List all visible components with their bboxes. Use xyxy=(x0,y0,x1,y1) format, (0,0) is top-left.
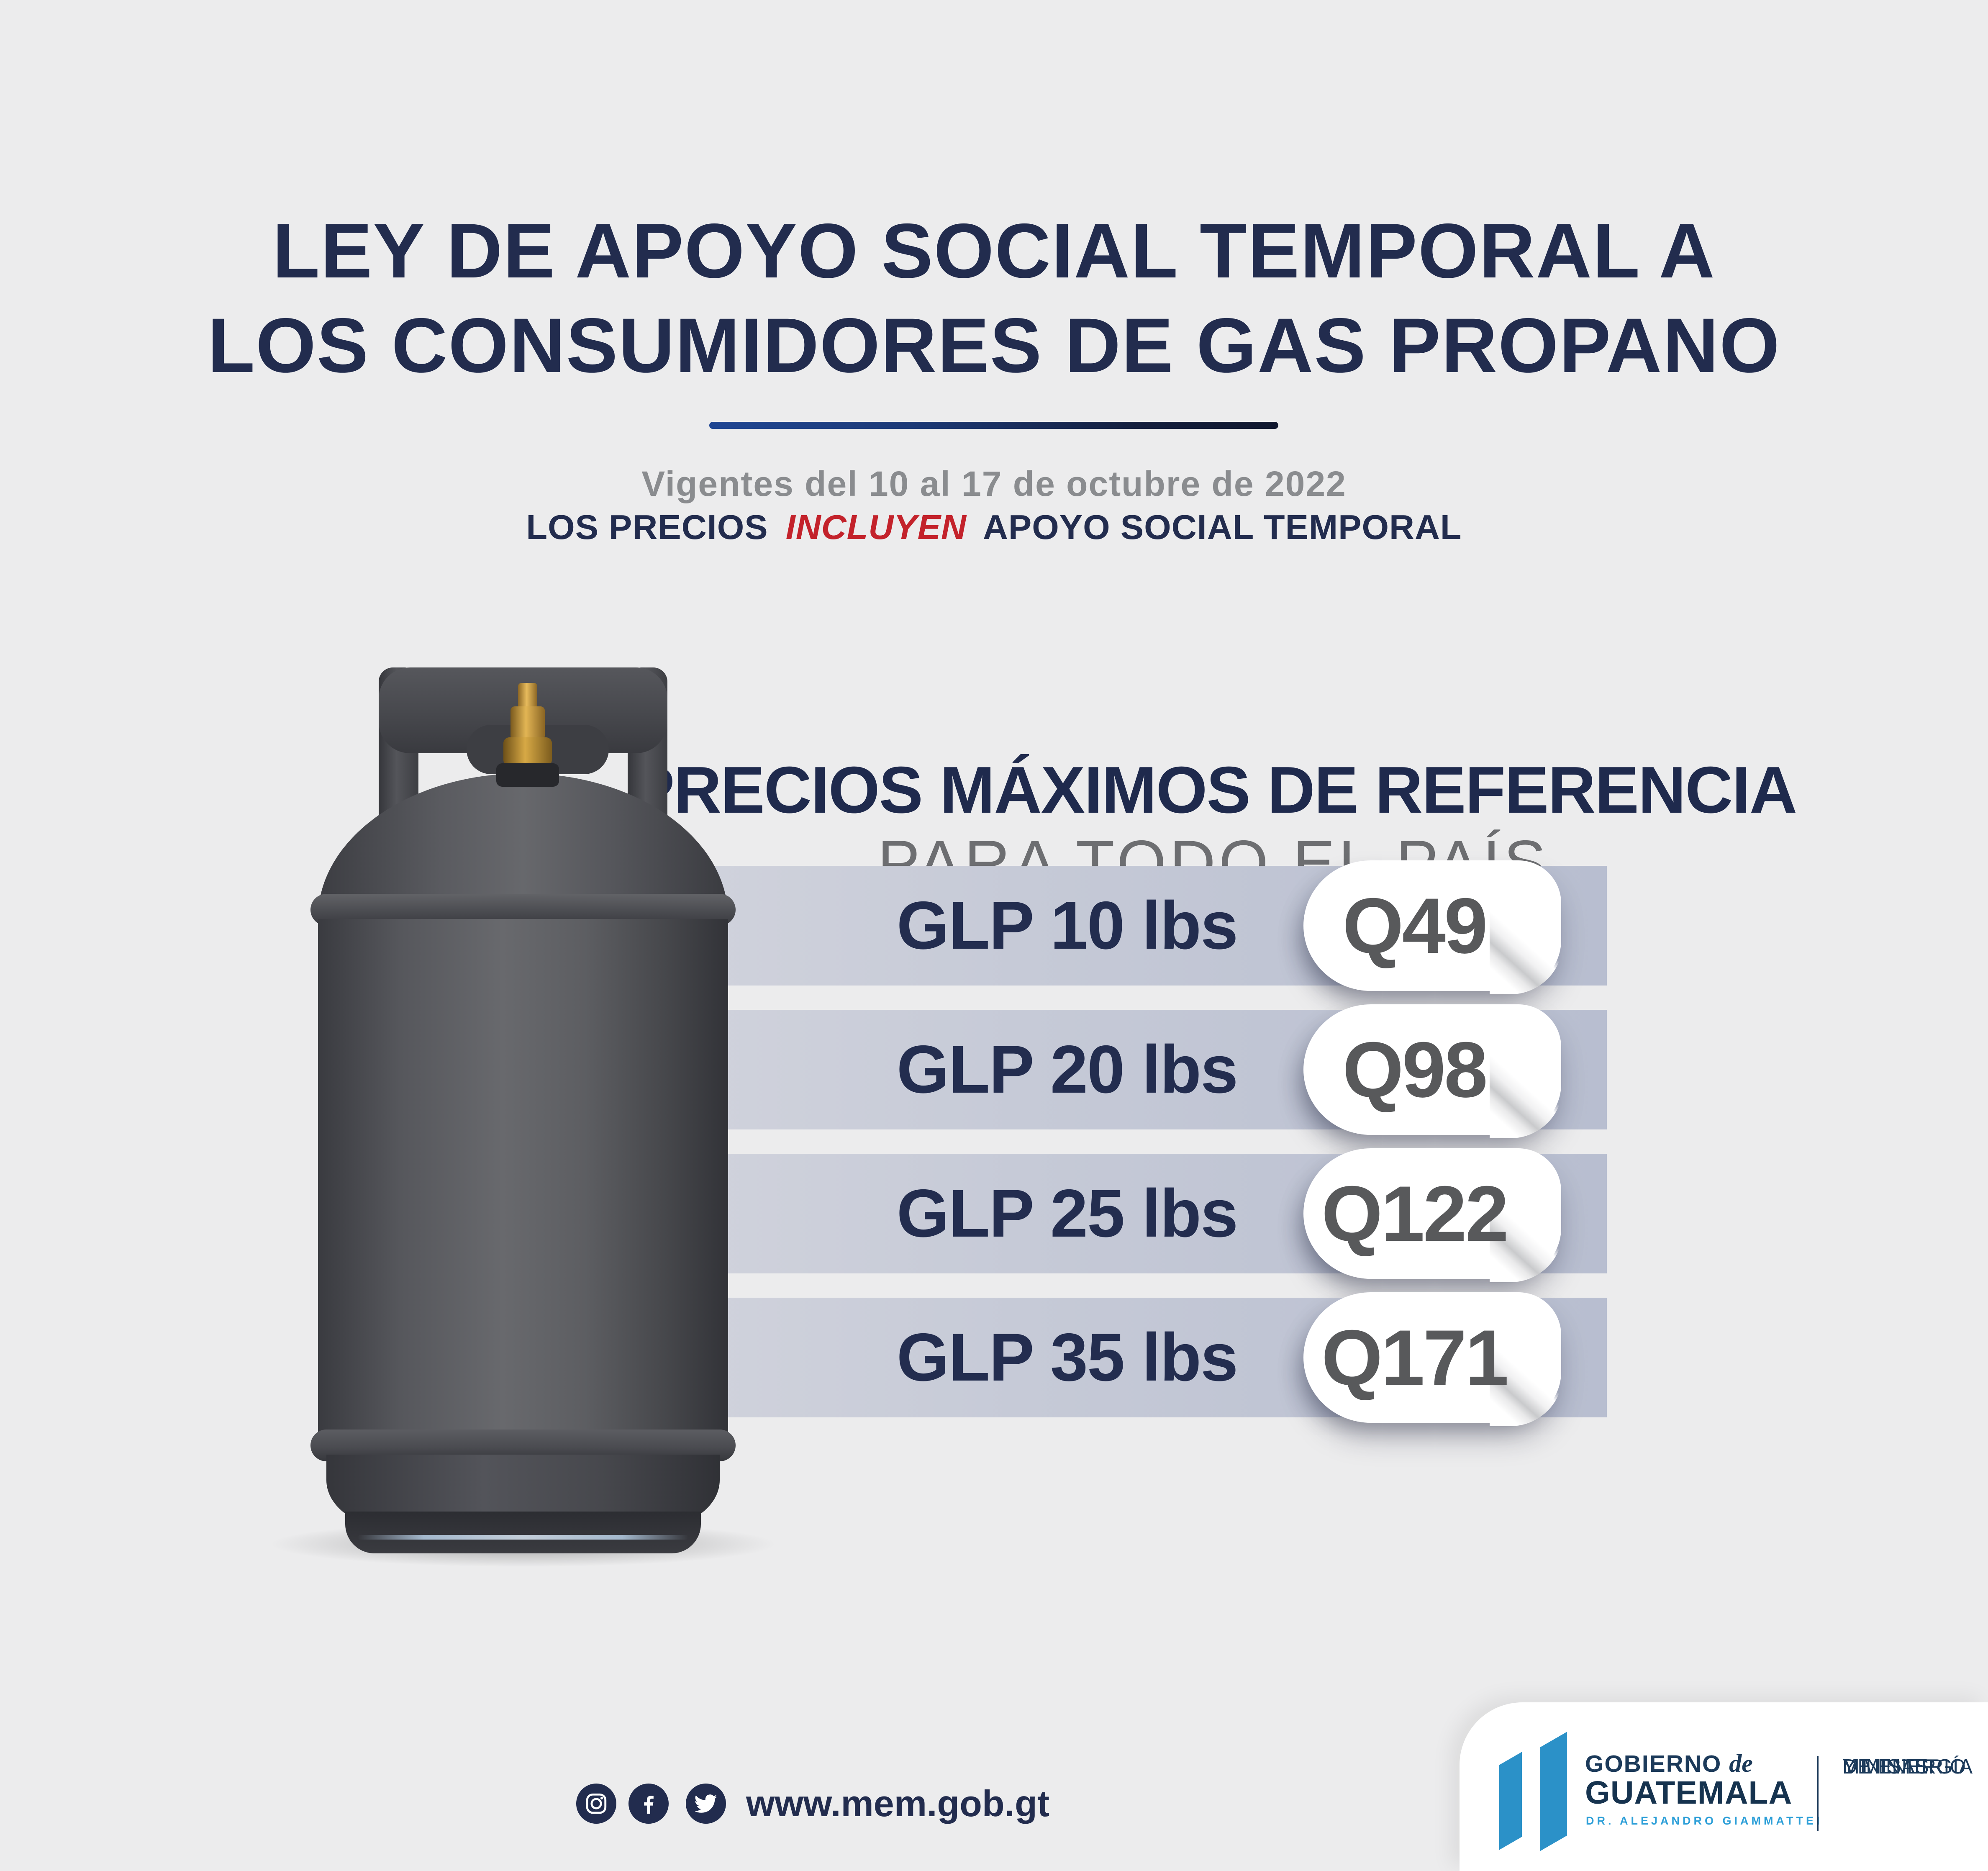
price-badge: Q98 xyxy=(1303,1004,1563,1138)
de-text: de xyxy=(1729,1750,1753,1777)
price-badge: Q49 xyxy=(1303,860,1563,994)
gobierno-text: GOBIERNO xyxy=(1585,1750,1729,1777)
propane-cylinder-illustration xyxy=(268,661,778,1567)
price-note-suffix: APOYO SOCIAL TEMPORAL xyxy=(982,508,1462,547)
ministry-line3: Y MINAS xyxy=(1842,1756,1929,1778)
cylinder-valve-nut xyxy=(503,737,552,766)
gobierno-de-label: GOBIERNO de xyxy=(1585,1749,1819,1778)
cylinder-valve-stem xyxy=(510,706,545,740)
ministry-line2: DE ENERGÍA xyxy=(1842,1756,1973,1778)
facebook-icon[interactable] xyxy=(628,1784,669,1824)
page-title: LEY DE APOYO SOCIAL TEMPORAL A LOS CONSU… xyxy=(0,204,1988,393)
page-title-line1: LEY DE APOYO SOCIAL TEMPORAL A xyxy=(272,208,1716,294)
president-name-label: DR. ALEJANDRO GIAMMATTEI xyxy=(1586,1815,1823,1827)
cylinder-valve-base xyxy=(496,763,559,787)
title-divider xyxy=(709,422,1278,429)
price-badge: Q122 xyxy=(1303,1148,1563,1282)
website-url[interactable]: www.mem.gob.gt xyxy=(746,1783,1050,1824)
page-title-line2: LOS CONSUMIDORES DE GAS PROPANO xyxy=(208,302,1780,389)
government-logo-card: GOBIERNO de GUATEMALA DR. ALEJANDRO GIAM… xyxy=(1460,1702,1988,1871)
cylinder-body xyxy=(318,919,728,1445)
validity-dates: Vigentes del 10 al 17 de octubre de 2022 xyxy=(641,464,1347,503)
price-value: Q49 xyxy=(1342,882,1488,970)
section-heading: PRECIOS MÁXIMOS DE REFERENCIA xyxy=(630,753,1797,827)
guatemala-logo-bar-large xyxy=(1540,1732,1567,1851)
twitter-icon[interactable] xyxy=(686,1784,726,1824)
guatemala-label: GUATEMALA xyxy=(1585,1775,1793,1811)
logo-card-divider xyxy=(1817,1756,1819,1831)
instagram-icon[interactable] xyxy=(576,1784,616,1824)
product-label: GLP 35 lbs xyxy=(896,1319,1238,1395)
product-label: GLP 10 lbs xyxy=(896,888,1238,963)
price-note: LOS PRECIOS INCLUYEN APOYO SOCIAL TEMPOR… xyxy=(0,507,1988,547)
cylinder-foot-highlight xyxy=(358,1535,688,1540)
product-label: GLP 25 lbs xyxy=(896,1175,1238,1251)
price-badge: Q171 xyxy=(1303,1292,1563,1426)
price-value: Q171 xyxy=(1321,1314,1509,1401)
price-row-glp-25: GLP 25 lbs Q122 xyxy=(628,1148,1607,1282)
cylinder-valve-tip xyxy=(518,683,537,709)
price-note-prefix: LOS PRECIOS xyxy=(526,508,768,547)
price-row-glp-35: GLP 35 lbs Q171 xyxy=(628,1292,1607,1426)
ministry-line1: MINISTERIO xyxy=(1842,1756,1966,1778)
price-value: Q122 xyxy=(1321,1170,1509,1258)
guatemala-logo-bar-small xyxy=(1499,1752,1522,1850)
cylinder-foot-ring xyxy=(345,1512,701,1553)
price-note-highlight: INCLUYEN xyxy=(785,508,967,547)
product-label: GLP 20 lbs xyxy=(896,1032,1238,1107)
price-row-glp-10: GLP 10 lbs Q49 xyxy=(628,860,1607,994)
price-row-glp-20: GLP 20 lbs Q98 xyxy=(628,1004,1607,1138)
price-value: Q98 xyxy=(1342,1026,1488,1114)
